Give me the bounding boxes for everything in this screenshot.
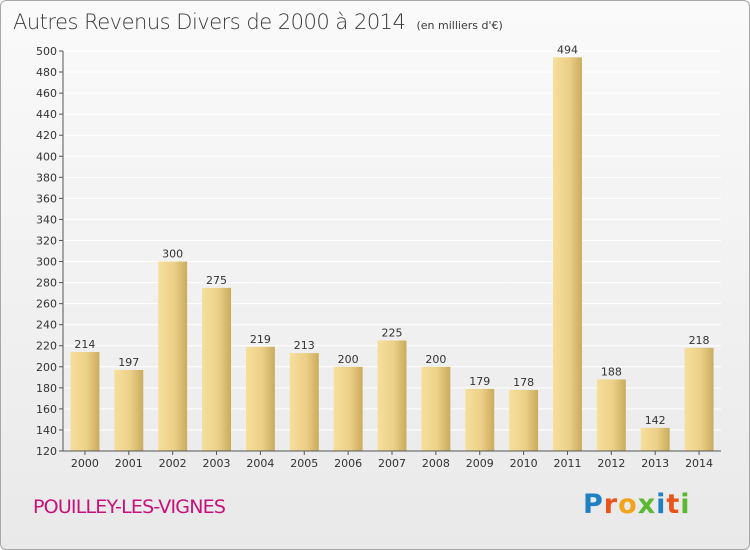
x-tick-label: 2008 bbox=[422, 457, 450, 470]
y-tick-label: 140 bbox=[36, 424, 57, 437]
chart-subtitle: (en milliers d'€) bbox=[416, 19, 503, 32]
x-tick-label: 2009 bbox=[466, 457, 494, 470]
bar bbox=[421, 366, 451, 451]
bar-value-label: 275 bbox=[206, 274, 227, 287]
bar bbox=[333, 366, 363, 451]
y-tick-label: 200 bbox=[36, 361, 57, 374]
bar-value-label: 213 bbox=[294, 339, 315, 352]
x-tick-label: 2004 bbox=[246, 457, 274, 470]
logo-letter: P bbox=[583, 489, 604, 520]
title-row: Autres Revenus Divers de 2000 à 2014 (en… bbox=[13, 10, 503, 34]
x-tick-label: 2000 bbox=[71, 457, 99, 470]
y-tick-label: 240 bbox=[36, 319, 57, 332]
bar-value-label: 179 bbox=[469, 375, 490, 388]
x-tick-label: 2014 bbox=[685, 457, 713, 470]
y-tick-label: 480 bbox=[36, 66, 57, 79]
y-tick-label: 380 bbox=[36, 171, 57, 184]
x-tick-label: 2001 bbox=[115, 457, 143, 470]
x-tick-label: 2010 bbox=[510, 457, 538, 470]
bar-value-label: 225 bbox=[382, 326, 403, 339]
bar-value-label: 218 bbox=[689, 334, 710, 347]
bar-value-label: 178 bbox=[513, 376, 534, 389]
y-tick-label: 320 bbox=[36, 234, 57, 247]
bar-value-label: 214 bbox=[74, 338, 95, 351]
y-tick-label: 120 bbox=[36, 445, 57, 458]
bar bbox=[245, 346, 275, 451]
x-tick-label: 2006 bbox=[334, 457, 362, 470]
x-tick-label: 2003 bbox=[203, 457, 231, 470]
logo-letter: t bbox=[666, 489, 681, 520]
proxiti-logo[interactable]: Proxiti bbox=[583, 489, 691, 520]
y-tick-label: 460 bbox=[36, 87, 57, 100]
bar bbox=[158, 261, 188, 451]
logo-letter: r bbox=[603, 489, 619, 520]
y-tick-label: 300 bbox=[36, 256, 57, 269]
y-tick-label: 220 bbox=[36, 340, 57, 353]
chart-title: Autres Revenus Divers de 2000 à 2014 bbox=[13, 10, 406, 34]
y-tick-label: 400 bbox=[36, 150, 57, 163]
bar bbox=[596, 379, 626, 451]
bar-value-label: 142 bbox=[645, 414, 666, 427]
bar bbox=[640, 427, 670, 451]
y-tick-label: 340 bbox=[36, 213, 57, 226]
x-tick-label: 2005 bbox=[290, 457, 318, 470]
y-tick-label: 420 bbox=[36, 129, 57, 142]
x-tick-label: 2013 bbox=[641, 457, 669, 470]
x-tick-label: 2007 bbox=[378, 457, 406, 470]
bar bbox=[465, 388, 495, 451]
bar-value-label: 200 bbox=[338, 353, 359, 366]
bar bbox=[289, 353, 319, 451]
x-tick-label: 2012 bbox=[597, 457, 625, 470]
y-tick-label: 500 bbox=[36, 45, 57, 58]
y-tick-label: 260 bbox=[36, 298, 57, 311]
y-tick-label: 180 bbox=[36, 382, 57, 395]
bar bbox=[509, 389, 539, 451]
logo-letter: o bbox=[618, 489, 638, 520]
bar bbox=[684, 347, 714, 451]
bar-value-label: 200 bbox=[425, 353, 446, 366]
bar bbox=[552, 57, 582, 451]
bar-value-label: 188 bbox=[601, 365, 622, 378]
logo-letter: x bbox=[637, 489, 657, 520]
bar bbox=[202, 287, 232, 451]
town-name: POUILLEY-LES-VIGNES bbox=[33, 496, 226, 518]
bar-value-label: 300 bbox=[162, 248, 183, 261]
x-tick-label: 2002 bbox=[159, 457, 187, 470]
logo-letter: i bbox=[680, 489, 691, 520]
y-tick-label: 160 bbox=[36, 403, 57, 416]
bar-value-label: 494 bbox=[557, 43, 578, 56]
bar-value-label: 197 bbox=[118, 356, 139, 369]
logo-letter: i bbox=[656, 489, 667, 520]
bar bbox=[114, 369, 144, 451]
y-tick-label: 280 bbox=[36, 277, 57, 290]
bar bbox=[70, 352, 100, 451]
y-tick-label: 440 bbox=[36, 108, 57, 121]
bar-value-label: 219 bbox=[250, 333, 271, 346]
bar bbox=[377, 340, 407, 451]
y-tick-label: 360 bbox=[36, 192, 57, 205]
x-tick-label: 2011 bbox=[553, 457, 581, 470]
